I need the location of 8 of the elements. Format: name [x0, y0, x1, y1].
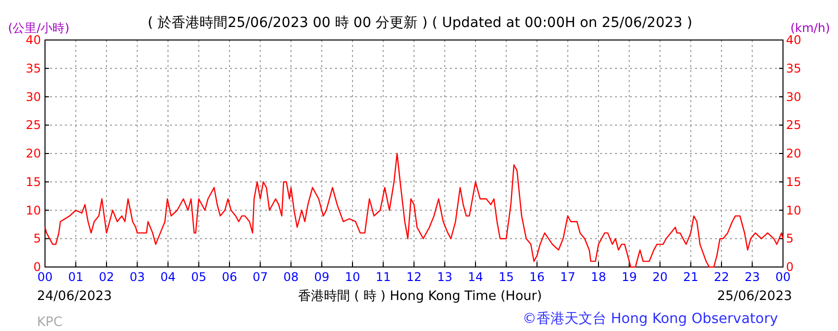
annotation: ©香港天文台 Hong Kong Observatory: [522, 311, 778, 327]
annotation: 24/06/2023: [37, 289, 112, 304]
xlabel: 香港時間 ( 時 ) Hong Kong Time (Hour): [298, 289, 542, 304]
title: ( 於香港時間25/06/2023 00 時 00 分更新 ) ( Updated at 00:00H on 25/06/2023 ): [148, 15, 692, 31]
ylabel: (公里/小時): [8, 21, 70, 35]
annotation: KPC: [37, 315, 62, 330]
annotation: 25/06/2023: [717, 289, 792, 304]
y2label: (km/h): [790, 21, 830, 35]
